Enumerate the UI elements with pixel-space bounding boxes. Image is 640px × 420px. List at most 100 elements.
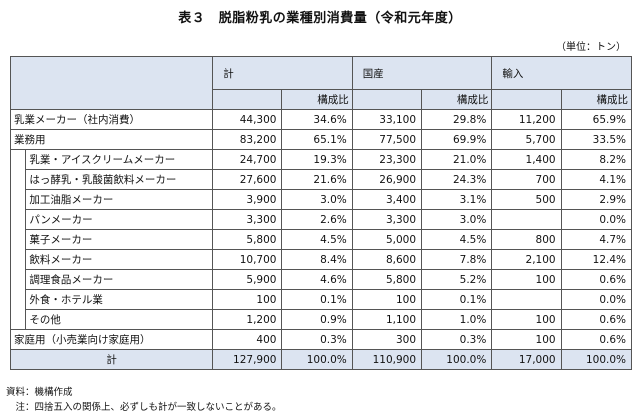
table-row: 業務用 83,200 65.1% 77,500 69.9% 5,700 33.5% — [9, 129, 633, 150]
row-label: はっ酵乳・乳酸菌飲料メーカー — [25, 169, 214, 190]
total-cell-domestic-ratio: 100.0% — [421, 349, 493, 370]
cell-total: 5,800 — [212, 229, 283, 250]
header-imported: 輸入 — [491, 56, 632, 90]
row-label: 菓子メーカー — [25, 229, 214, 250]
table-row: 乳業メーカー（社内消費） 44,300 34.6% 33,100 29.8% 11,200… — [9, 109, 633, 130]
source-note: 資料：機構作成 — [6, 387, 73, 398]
cell-domestic: 77,500 — [351, 129, 423, 150]
cell-domestic: 300 — [351, 329, 423, 350]
cell-imported: 500 — [491, 189, 562, 210]
cell-total-ratio: 0.3% — [281, 329, 353, 350]
cell-imported: 11,200 — [491, 109, 562, 130]
cell-imported-ratio: 12.4% — [560, 249, 633, 270]
cell-total: 3,900 — [212, 189, 283, 210]
cell-total: 83,200 — [212, 129, 283, 150]
cell-domestic-ratio: 7.8% — [421, 249, 493, 270]
cell-domestic-ratio: 3.0% — [421, 209, 493, 230]
cell-imported: 2,100 — [491, 249, 562, 270]
header-corner — [9, 56, 214, 110]
cell-domestic: 100 — [351, 289, 423, 310]
header-row-1: 計 国産 輸入 — [9, 56, 632, 110]
consumption-table: 計 国産 輸入 構成比 構成比 構成比 乳業メーカー（社内消費） 44,300 34… — [9, 56, 633, 370]
row-label: 飲料メーカー — [25, 249, 214, 270]
cell-domestic-ratio: 0.1% — [421, 289, 493, 310]
cell-domestic-ratio: 0.3% — [421, 329, 493, 350]
table-row: はっ酵乳・乳酸菌飲料メーカー 27,600 21.6% 26,900 24.3% 700 4… — [11, 169, 633, 190]
cell-imported-ratio: 0.6% — [560, 309, 633, 330]
cell-domestic: 26,900 — [351, 169, 423, 190]
cell-domestic-ratio: 69.9% — [421, 129, 493, 150]
total-cell-domestic: 110,900 — [351, 349, 423, 370]
unit-label: （単位：トン） — [556, 42, 626, 53]
cell-total-ratio: 2.6% — [281, 209, 353, 230]
row-label: 業務用 — [9, 129, 214, 150]
header-total-ratio: 構成比 — [281, 89, 353, 110]
cell-domestic-ratio: 24.3% — [421, 169, 493, 190]
cell-imported-ratio: 0.6% — [560, 329, 633, 350]
cell-total: 44,300 — [212, 109, 283, 130]
cell-domestic-ratio: 1.0% — [421, 309, 493, 330]
table-row: その他 1,200 0.9% 1,100 1.0% 100 0.6% — [11, 309, 633, 330]
cell-total: 5,900 — [212, 269, 283, 290]
table-row: 乳業・アイスクリームメーカー 24,700 19.3% 23,300 21.0% 1,40… — [9, 149, 633, 330]
total-cell-imported-ratio: 100.0% — [560, 349, 633, 370]
total-row-label: 計 — [9, 349, 214, 370]
cell-imported: 100 — [491, 329, 562, 350]
cell-imported-ratio: 4.1% — [560, 169, 633, 190]
cell-imported-ratio: 65.9% — [560, 109, 633, 130]
cell-total-ratio: 21.6% — [281, 169, 353, 190]
cell-total-ratio: 0.9% — [281, 309, 353, 330]
header-imported-ratio: 構成比 — [560, 89, 633, 110]
table-row: パンメーカー 3,300 2.6% 3,300 3.0% 0.0% — [11, 209, 633, 230]
cell-imported-ratio: 0.0% — [560, 209, 633, 230]
cell-total: 1,200 — [212, 309, 283, 330]
cell-total-ratio: 19.3% — [281, 149, 353, 170]
cell-total-ratio: 34.6% — [281, 109, 353, 130]
cell-domestic: 8,600 — [351, 249, 423, 270]
cell-total-ratio: 0.1% — [281, 289, 353, 310]
cell-imported-ratio: 0.6% — [560, 269, 633, 290]
cell-imported-ratio: 4.7% — [560, 229, 633, 250]
cell-imported: 1,400 — [491, 149, 562, 170]
table-row: 調理食品メーカー 5,900 4.6% 5,800 5.2% 100 0.6% — [11, 269, 633, 290]
cell-total: 3,300 — [212, 209, 283, 230]
table-row: 家庭用（小売業向け家庭用） 400 0.3% 300 0.3% 100 0.6% — [9, 329, 633, 350]
cell-domestic: 5,000 — [351, 229, 423, 250]
total-row: 計 127,900 100.0% 110,900 100.0% 17,000 100.0% — [9, 349, 633, 370]
cell-total-ratio: 4.6% — [281, 269, 353, 290]
row-label: 外食・ホテル業 — [25, 289, 214, 310]
row-label: 加工油脂メーカー — [25, 189, 214, 210]
row-label: 調理食品メーカー — [25, 269, 214, 290]
cell-domestic: 23,300 — [351, 149, 423, 170]
header-total: 計 — [212, 56, 353, 90]
table-row: 外食・ホテル業 100 0.1% 100 0.1% 0.0% — [11, 289, 633, 310]
cell-total: 27,600 — [212, 169, 283, 190]
cell-domestic-ratio: 29.8% — [421, 109, 493, 130]
cell-domestic: 5,800 — [351, 269, 423, 290]
cell-imported — [491, 209, 562, 230]
cell-total: 100 — [212, 289, 283, 310]
cell-total: 400 — [212, 329, 283, 350]
total-cell-imported: 17,000 — [491, 349, 562, 370]
cell-domestic-ratio: 5.2% — [421, 269, 493, 290]
cell-domestic: 33,100 — [351, 109, 423, 130]
cell-domestic: 3,300 — [351, 209, 423, 230]
cell-imported: 100 — [491, 309, 562, 330]
cell-total: 10,700 — [212, 249, 283, 270]
row-label: パンメーカー — [25, 209, 214, 230]
header-domestic-ratio: 構成比 — [421, 89, 493, 110]
cell-total-ratio: 4.5% — [281, 229, 353, 250]
table-row: 加工油脂メーカー 3,900 3.0% 3,400 3.1% 500 2.9% — [11, 189, 633, 210]
total-cell-total: 127,900 — [212, 349, 283, 370]
cell-imported-ratio: 33.5% — [560, 129, 633, 150]
header-domestic: 国産 — [351, 56, 493, 90]
cell-imported: 700 — [491, 169, 562, 190]
header-total-blank — [212, 89, 283, 110]
cell-imported-ratio: 8.2% — [560, 149, 633, 170]
cell-imported: 5,700 — [491, 129, 562, 150]
total-cell-total-ratio: 100.0% — [281, 349, 353, 370]
cell-imported: 800 — [491, 229, 562, 250]
cell-imported — [491, 289, 562, 310]
footnote: 注：四捨五入の関係上、必ずしも計が一致しないことがある。 — [6, 402, 282, 413]
